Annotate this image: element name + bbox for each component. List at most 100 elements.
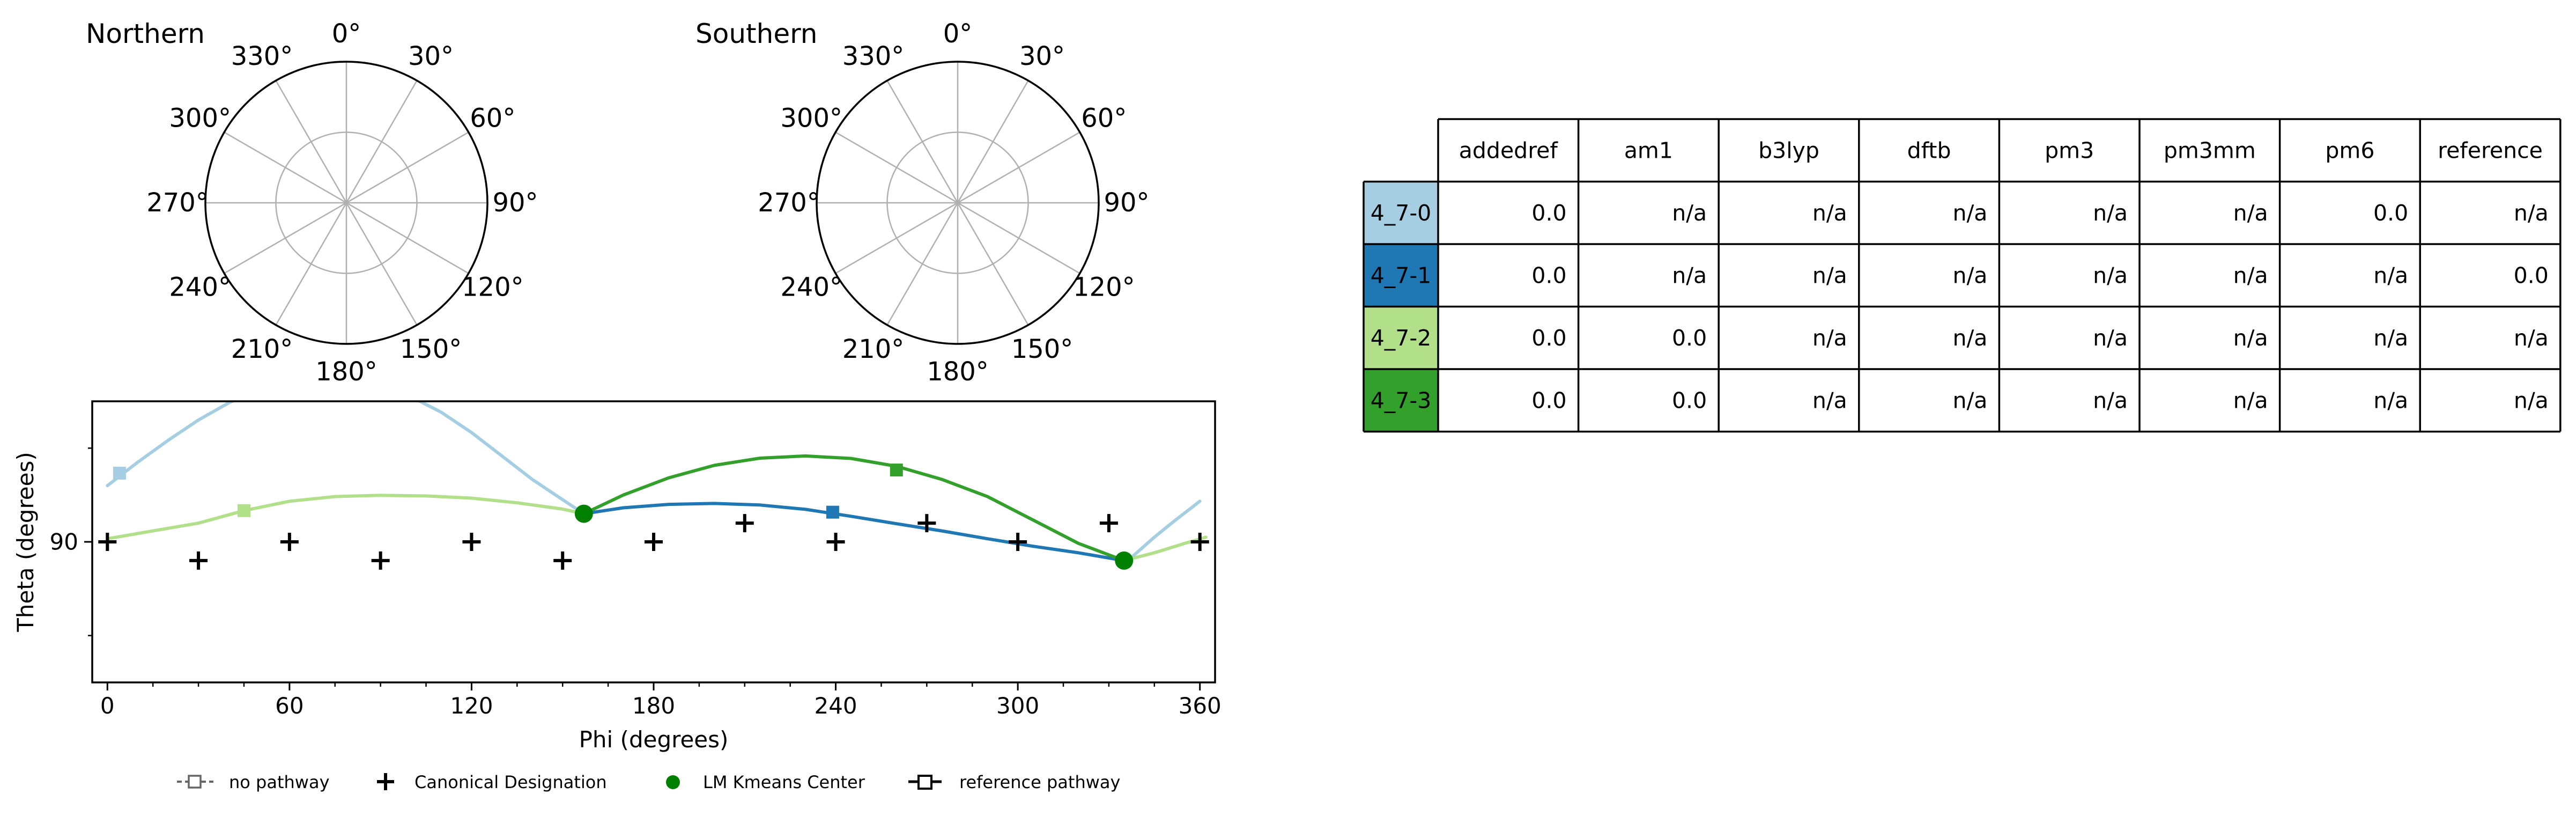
legend-item-canonical: Canonical Designation (377, 772, 607, 792)
plus-marker-icon (377, 773, 394, 790)
polar-angle-label: 330° (842, 41, 905, 71)
polar-spoke (886, 80, 959, 203)
canonical-marker (189, 551, 208, 570)
polar-outer-ring (204, 61, 488, 345)
polar-angle-label: 300° (780, 104, 842, 134)
canonical-marker (553, 551, 572, 570)
polar-outer-ring (816, 61, 1100, 345)
series-layer (106, 401, 1208, 562)
canonical-marker (280, 533, 299, 551)
energy-table: 4_7-0 0.0 n/a n/a n/a n/a n/a 0.0 n/a 4_7-1 0.0 n/a… (1363, 118, 2562, 433)
table-cell: n/a (2233, 262, 2268, 288)
canonical-marker (1009, 533, 1027, 551)
polar-grid-northern (205, 62, 487, 344)
row-label: 4_7-2 (1371, 325, 1432, 351)
polar-angle-label: 330° (231, 41, 293, 71)
column-header: reference (2438, 137, 2543, 163)
column-header: pm6 (2325, 137, 2374, 163)
legend-label-kmeans: LM Kmeans Center (703, 772, 865, 792)
canonical-marker (462, 533, 481, 551)
table-cell: n/a (2233, 200, 2268, 226)
table-cell: n/a (2373, 262, 2408, 288)
legend-item-kmeans: LM Kmeans Center (666, 772, 865, 792)
polar-angle-label: 300° (169, 104, 231, 134)
table-cell: n/a (2514, 387, 2549, 413)
dot-marker-icon (666, 775, 680, 789)
polar-angle-label: 270° (758, 188, 820, 218)
x-tick-label: 120 (450, 693, 493, 719)
legend: no pathway Canonical Designation LM Kmea… (177, 772, 1120, 792)
axis-layer: 0 60 120 180 240 300 360 90 (50, 447, 1222, 719)
polar-angle-label: 210° (842, 334, 905, 364)
series-marker-2 (237, 504, 250, 517)
y-axis-label: Theta (degrees) (12, 452, 39, 633)
column-header: dftb (1907, 137, 1951, 163)
polar-spoke (957, 131, 1080, 204)
polar-angle-label: 240° (169, 273, 231, 303)
table-cell: n/a (2093, 387, 2128, 413)
column-header: pm3mm (2164, 137, 2256, 163)
table-cell: n/a (2514, 325, 2549, 351)
legend-item-reference: reference pathway (908, 772, 1120, 792)
polar-angle-label: 30° (408, 41, 454, 71)
table-cell: 0.0 (1672, 325, 1707, 351)
polar-angle-label: 30° (1019, 41, 1065, 71)
polar-angle-label: 0° (332, 19, 361, 49)
series-line-1 (582, 502, 1126, 562)
polar-angle-label: 60° (1081, 104, 1127, 134)
table-cell: n/a (2233, 325, 2268, 351)
row-label: 4_7-1 (1371, 262, 1432, 288)
table-cell: n/a (2093, 200, 2128, 226)
polar-spoke (957, 202, 1029, 326)
table-cell: n/a (1952, 387, 1987, 413)
polar-plot-northern: Northern 0° 30° 60° 90° 120° 150° 180° 210° 240°… (86, 18, 538, 387)
canonical-marker (735, 514, 754, 533)
dashed-square-marker-icon (188, 775, 202, 789)
polar-angle-label: 150° (400, 334, 462, 364)
polar-angle-label: 120° (462, 273, 524, 303)
polar-spoke (346, 131, 469, 204)
column-header: b3lyp (1758, 137, 1819, 163)
x-tick-label: 180 (632, 693, 675, 719)
table-cell: 0.0 (1531, 200, 1566, 226)
polar-angle-label: 60° (470, 104, 515, 134)
polar-angle-label: 120° (1073, 273, 1135, 303)
legend-label-reference: reference pathway (959, 772, 1120, 792)
canonical-marker (826, 533, 845, 551)
polar-angle-label: 90° (1104, 188, 1149, 218)
table-cell: n/a (2373, 387, 2408, 413)
table-cell: 0.0 (1531, 262, 1566, 288)
polar-spoke (345, 80, 418, 203)
canonical-marker (917, 514, 936, 533)
polar-angle-label: 240° (780, 273, 842, 303)
marker-layer (98, 464, 1209, 570)
series-marker-3 (890, 464, 903, 477)
polar-spoke (345, 202, 418, 326)
polar-title-southern: Southern (695, 18, 817, 49)
table-cell: n/a (1952, 262, 1987, 288)
polar-angle-label: 150° (1011, 334, 1074, 364)
canonical-marker (1099, 514, 1118, 533)
polar-grid-southern (817, 62, 1099, 344)
table-cell: 0.0 (1531, 387, 1566, 413)
table-cell: n/a (1672, 200, 1707, 226)
series-line-2 (106, 494, 586, 541)
row-label-swatch (1364, 181, 1438, 244)
table-cell: n/a (1812, 200, 1847, 226)
table-cell: n/a (2093, 262, 2128, 288)
series-line-3 (582, 454, 1126, 562)
canonical-marker (98, 533, 117, 551)
x-tick-label: 240 (814, 693, 857, 719)
x-axis-label: Phi (degrees) (579, 726, 729, 753)
column-header: am1 (1624, 137, 1673, 163)
table-cell: n/a (2373, 325, 2408, 351)
table-cell: n/a (2514, 200, 2549, 226)
legend-label-no-pathway: no pathway (229, 772, 330, 792)
table-cell: n/a (1952, 325, 1987, 351)
column-header: addedref (1459, 137, 1559, 163)
x-tick-label: 360 (1179, 693, 1222, 719)
series-marker-1 (826, 505, 839, 519)
table-cell: 0.0 (2514, 262, 2549, 288)
table-cell: n/a (2233, 387, 2268, 413)
